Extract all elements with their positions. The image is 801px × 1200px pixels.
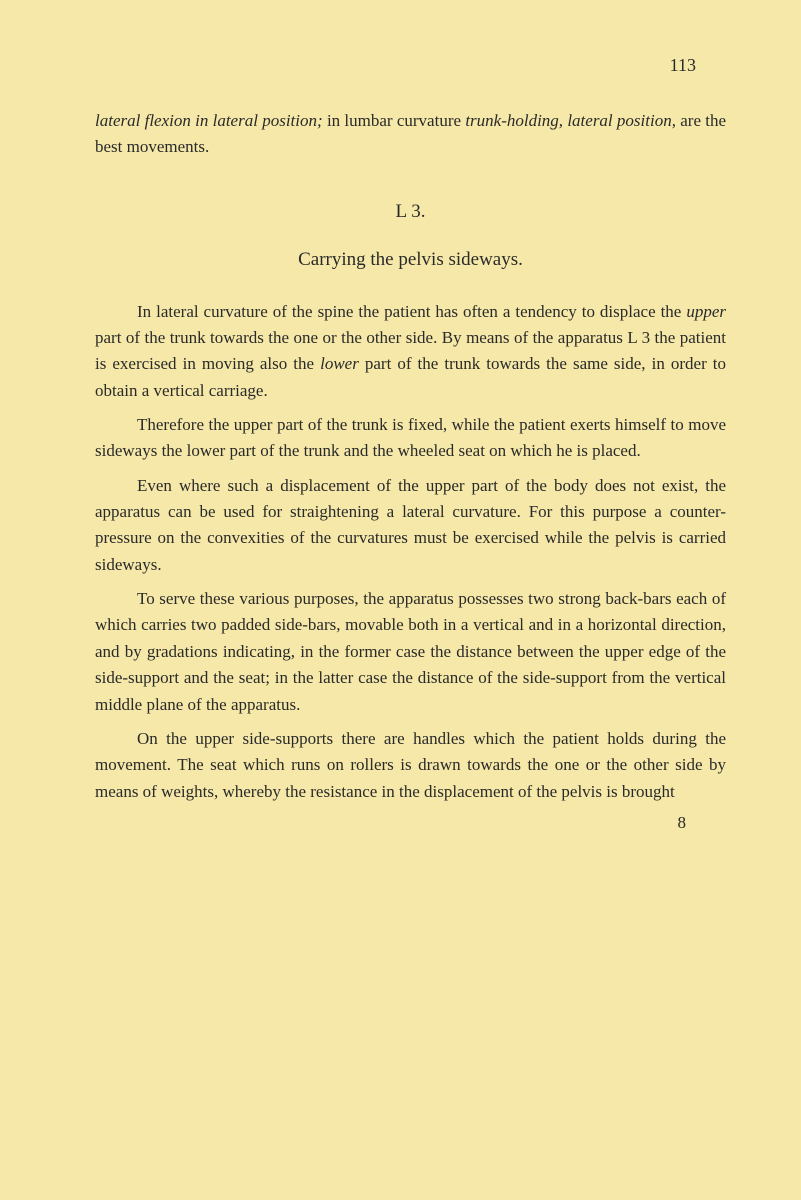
page-number: 113: [95, 55, 726, 76]
paragraph-5: On the upper side-supports there are han…: [95, 726, 726, 805]
intro-italic-2: trunk-holding, lateral position,: [465, 111, 676, 130]
paragraph-1: In lateral curvature of the spine the pa…: [95, 299, 726, 404]
intro-italic-1: lateral flexion in lateral position;: [95, 111, 323, 130]
para1-italic-1: upper: [686, 302, 726, 321]
paragraph-2: Therefore the upper part of the trunk is…: [95, 412, 726, 465]
intro-paragraph: lateral flexion in lateral position; in …: [95, 108, 726, 161]
section-label: L 3.: [95, 201, 726, 223]
para1-text-1: In lateral curvature of the spine the pa…: [137, 302, 686, 321]
paragraph-3: Even where such a displacement of the up…: [95, 473, 726, 578]
paragraph-4: To serve these various purposes, the app…: [95, 586, 726, 718]
para1-italic-2: lower: [320, 354, 359, 373]
footer-number: 8: [95, 813, 726, 833]
intro-plain-1: in lumbar curvature: [323, 111, 466, 130]
section-title: Carrying the pelvis sideways.: [95, 249, 726, 271]
